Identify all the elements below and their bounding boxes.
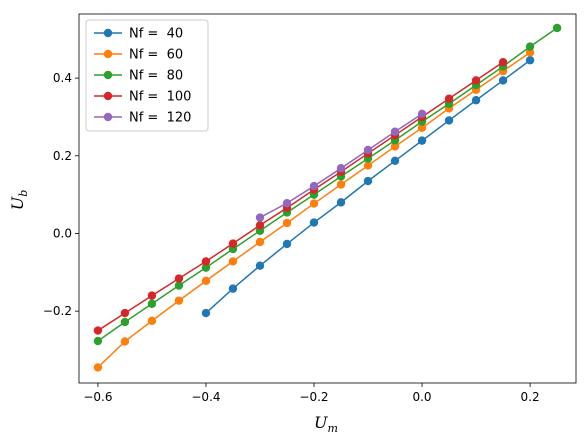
data-point: [444, 94, 454, 103]
data-point: [552, 23, 562, 33]
data-point: [525, 56, 535, 65]
data-point: [471, 76, 481, 85]
legend-item: Nf = 80: [94, 69, 183, 84]
axes-layer: −0.6 −0.4 −0.2 0.0 0.2 −0.2 0.0 0.2 0.4: [43, 13, 577, 404]
data-point: [282, 218, 292, 228]
legend-label: Nf = 80: [129, 69, 183, 84]
data-point: [309, 218, 319, 227]
data-point: [444, 116, 454, 125]
x-tick-label: −0.4: [191, 390, 220, 404]
data-point: [336, 180, 346, 189]
series-layer: [93, 23, 562, 372]
data-point: [363, 145, 373, 155]
legend-marker: [103, 112, 113, 122]
legend-marker: [103, 70, 113, 80]
data-point: [147, 299, 157, 308]
data-point: [147, 291, 157, 300]
y-tick-label: 0.4: [53, 71, 72, 85]
legend-marker: [103, 49, 113, 59]
series-0: [201, 56, 535, 318]
data-point: [390, 127, 400, 136]
data-point: [390, 156, 400, 166]
data-point: [255, 261, 265, 270]
data-point: [498, 76, 508, 85]
data-point: [93, 326, 103, 335]
legend-marker: [103, 91, 113, 101]
series-line-3: [97, 61, 504, 332]
y-tick-label: 0.0: [53, 226, 72, 240]
data-point: [417, 136, 427, 145]
data-point: [174, 274, 184, 283]
legend-item: Nf = 120: [94, 111, 191, 126]
legend: Nf = 40 Nf = 60 Nf = 80 Nf = 100 Nf = 120: [85, 19, 209, 132]
data-point: [255, 213, 265, 222]
data-point: [174, 281, 184, 290]
data-point: [309, 181, 319, 191]
data-point: [309, 199, 319, 208]
y-tick-label: 0.2: [53, 149, 72, 163]
legend-marker: [103, 28, 113, 38]
data-point: [525, 48, 535, 57]
data-point: [363, 161, 373, 170]
legend-label: Nf = 100: [129, 90, 191, 105]
data-point: [228, 257, 238, 266]
data-point: [147, 316, 157, 326]
series-4: [255, 109, 427, 222]
data-point: [282, 239, 292, 249]
x-tick-label: −0.6: [83, 390, 112, 404]
data-point: [201, 257, 211, 266]
y-axis-label: Ub: [8, 190, 30, 211]
legend-label: Nf = 60: [129, 48, 183, 63]
data-point: [255, 221, 265, 230]
data-point: [201, 276, 211, 286]
data-point: [417, 123, 427, 133]
data-point: [201, 263, 211, 272]
x-axis-label: Um: [314, 413, 338, 435]
data-point: [498, 57, 508, 67]
legend-label: Nf = 120: [129, 111, 191, 126]
legend-item: Nf = 100: [94, 90, 191, 105]
data-point: [471, 96, 481, 105]
y-tick-label: −0.2: [43, 304, 72, 318]
data-point: [93, 336, 103, 346]
data-point: [336, 164, 346, 173]
legend-label: Nf = 40: [129, 27, 183, 42]
data-point: [363, 176, 373, 186]
data-point: [201, 308, 211, 318]
data-point: [282, 198, 292, 208]
legend-box: [85, 19, 209, 132]
data-point: [120, 317, 130, 327]
data-point: [417, 109, 427, 119]
x-tick-label: 0.2: [521, 390, 540, 404]
data-point: [255, 237, 265, 247]
series-line-2: [97, 27, 558, 342]
plot-frame: [78, 13, 577, 384]
data-point: [120, 337, 130, 346]
data-point: [336, 198, 346, 207]
data-point: [93, 363, 103, 372]
data-point: [525, 42, 535, 51]
legend-item: Nf = 40: [94, 27, 183, 42]
data-point: [390, 142, 400, 151]
x-tick-label: 0.0: [412, 390, 431, 404]
data-point: [120, 308, 130, 318]
data-point: [228, 239, 238, 248]
data-point: [228, 284, 238, 293]
data-point: [174, 296, 184, 305]
legend-item: Nf = 60: [94, 48, 183, 63]
x-tick-label: −0.2: [299, 390, 328, 404]
